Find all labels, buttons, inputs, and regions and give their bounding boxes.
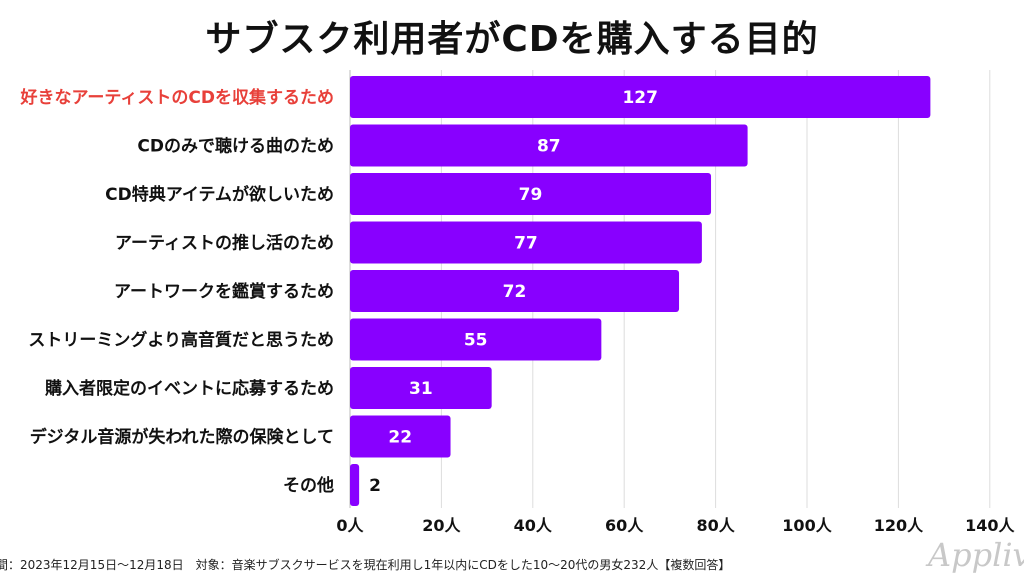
category-label: ストリーミングより高音質だと思うため [28, 330, 334, 351]
x-tick-label: 140人 [965, 516, 1015, 535]
bar [350, 124, 748, 167]
x-tick-label: 100人 [782, 516, 832, 535]
category-label: その他 [283, 475, 334, 496]
category-label: 購入者限定のイベントに応募するため [45, 378, 334, 399]
bar-value-label: 77 [514, 234, 538, 254]
x-axis-ticks: 0人 20人 40人 60人 80人 100人 120人 140人 [336, 516, 1015, 535]
bar [350, 464, 360, 506]
chart-title: サブスク利用者がCDを購入する目的 [205, 19, 819, 60]
bar [350, 415, 451, 458]
category-labels: 好きなアーティストのCDを収集するため CDのみで聴ける曲のため CD特典アイテムが… [19, 87, 334, 496]
bar-value-label: 127 [622, 88, 658, 108]
bar [350, 270, 680, 312]
bar-value-label: 87 [537, 137, 561, 157]
bar-value-label: 31 [409, 379, 433, 399]
x-tick-label: 60人 [605, 516, 644, 535]
x-tick-label: 80人 [696, 516, 735, 535]
survey-footnote: 調査期間：2023年12月15日〜12月18日 対象：音楽サブスクサービスを現在… [0, 558, 731, 572]
bar [350, 76, 931, 118]
category-label: 好きなアーティストのCDを収集するため [19, 87, 334, 108]
bar [350, 318, 602, 361]
bar-value-label: 22 [388, 428, 412, 448]
brand-logo: Appliv [928, 536, 1024, 574]
category-label: CD特典アイテムが欲しいため [105, 184, 334, 205]
x-tick-label: 40人 [514, 516, 553, 535]
bar-value-label: 55 [464, 331, 488, 351]
bar-value-label: 2 [369, 476, 381, 496]
bar [350, 221, 702, 264]
x-tick-label: 120人 [874, 516, 924, 535]
bar [350, 367, 492, 409]
category-label: アーティストの推し活のため [115, 233, 334, 254]
bar-value-label: 72 [503, 282, 527, 302]
category-label: CDのみで聴ける曲のため [137, 137, 334, 157]
bar-value-label: 79 [519, 185, 543, 205]
x-tick-label: 0人 [336, 516, 364, 535]
x-tick-label: 20人 [422, 516, 461, 535]
category-label: アートワークを鑑賞するため [114, 281, 334, 302]
bar [350, 173, 712, 215]
category-label: デジタル音源が失われた際の保険として [30, 427, 334, 448]
